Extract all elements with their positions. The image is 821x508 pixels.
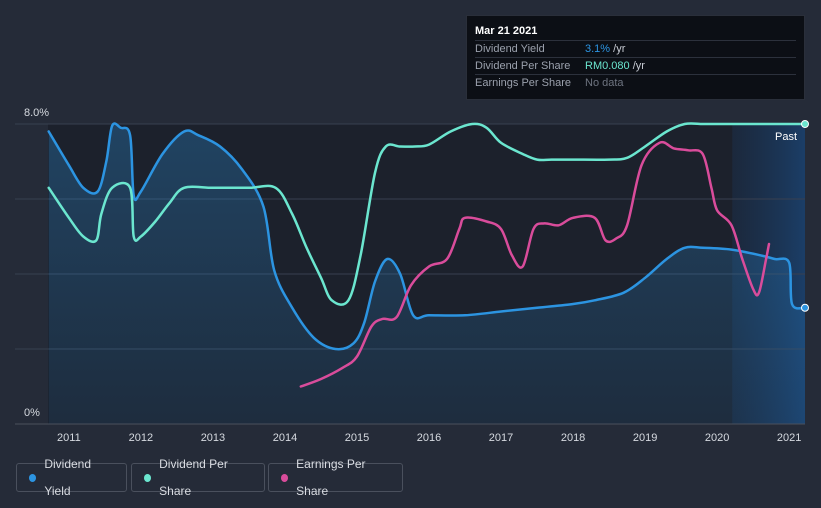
line-dividend-per-share: [47, 122, 807, 306]
tooltip-row-dividend-yield: Dividend Yield 3.1% /yr: [475, 40, 796, 58]
line-dividend-yield: [47, 122, 807, 351]
tooltip-value-wrap: 3.1% /yr: [585, 41, 625, 58]
x-tick-label: 2016: [417, 432, 441, 444]
legend-dot-icon: [281, 473, 289, 482]
line-earnings-per-share: [299, 140, 771, 388]
legend-item-dividend-yield[interactable]: Dividend Yield: [16, 457, 127, 498]
endpoint-dividend-yield: [801, 303, 809, 312]
tooltip-row-earnings-per-share: Earnings Per Share No data: [475, 74, 796, 92]
y-tick-label-top: 8.0%: [24, 107, 49, 119]
tooltip-suffix: /yr: [610, 43, 626, 55]
past-label: Past: [775, 131, 797, 143]
x-tick-label: 2021: [777, 432, 801, 444]
x-tick-label: 2018: [561, 432, 585, 444]
tooltip-value: 3.1%: [585, 43, 611, 55]
tooltip-value-wrap: RM0.080 /yr: [585, 58, 645, 75]
tooltip-value: RM0.080: [585, 60, 630, 72]
tooltip-value-wrap: No data: [585, 75, 624, 92]
area-dividend-yield: [48, 123, 805, 424]
tooltip: Mar 21 2021 Dividend Yield 3.1% /yr Divi…: [466, 15, 805, 100]
x-tick-label: 2017: [489, 432, 513, 444]
endpoint-dividend-per-share: [801, 120, 809, 128]
legend-label: Earnings Per Share: [296, 456, 366, 498]
x-axis-ticks: 2011 2012 2013 2014 2015 2016 2017 2018 2019 2020…: [57, 432, 801, 444]
x-tick-label: 2015: [345, 432, 369, 444]
tooltip-date: Mar 21 2021: [475, 25, 538, 37]
legend-label: Dividend Yield: [44, 456, 92, 498]
tooltip-value: No data: [585, 77, 624, 89]
tooltip-label: Dividend Yield: [475, 43, 545, 55]
tooltip-label: Earnings Per Share: [475, 77, 571, 89]
x-tick-label: 2020: [705, 432, 729, 444]
y-tick-label-bottom: 0%: [24, 407, 40, 419]
legend-dot-icon: [29, 473, 37, 482]
legend-item-dividend-per-share[interactable]: Dividend Per Share: [131, 457, 265, 498]
tooltip-label: Dividend Per Share: [475, 60, 571, 72]
legend-dot-icon: [144, 473, 152, 482]
tooltip-suffix: /yr: [629, 60, 645, 72]
tooltip-row-dividend-per-share: Dividend Per Share RM0.080 /yr: [475, 57, 796, 75]
x-tick-label: 2019: [633, 432, 657, 444]
x-tick-label: 2012: [129, 432, 153, 444]
series-areas: [48, 123, 805, 424]
x-tick-label: 2013: [201, 432, 225, 444]
series-lines: [47, 122, 807, 388]
series-endpoints: [801, 120, 809, 312]
x-tick-label: 2011: [57, 432, 81, 444]
x-tick-label: 2014: [273, 432, 297, 444]
legend-item-earnings-per-share[interactable]: Earnings Per Share: [268, 457, 403, 498]
legend-label: Dividend Per Share: [159, 456, 228, 498]
